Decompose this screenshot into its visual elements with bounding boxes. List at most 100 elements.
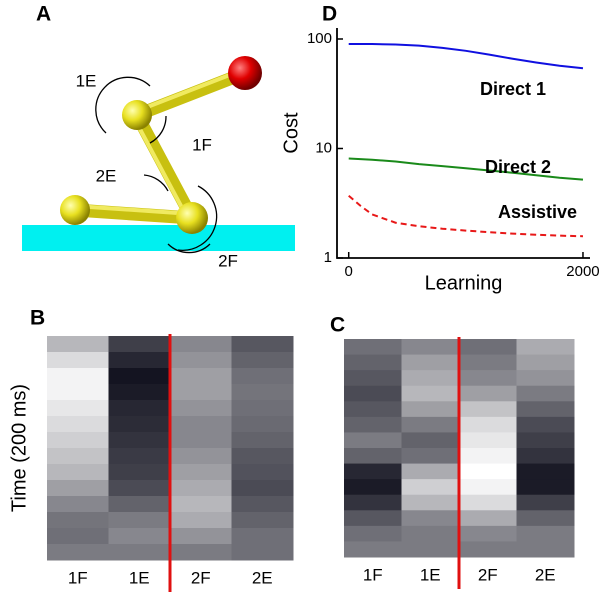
joint-label: 1E — [76, 71, 97, 90]
heatmap-cell — [402, 417, 460, 433]
x-tick-label: 1F — [363, 565, 383, 584]
panel-label: D — [322, 3, 337, 26]
heatmap-cell — [170, 544, 232, 561]
heatmap-cell — [170, 400, 232, 417]
heatmap-cell — [402, 370, 460, 386]
heatmap-cell — [109, 544, 171, 561]
heatmap-cell — [170, 480, 232, 497]
heatmap-cell — [517, 417, 575, 433]
axes — [337, 28, 590, 258]
heatmap-cell — [517, 495, 575, 511]
heatmap-cell — [344, 495, 402, 511]
heatmap-cell — [459, 526, 517, 542]
heatmap-cell — [517, 401, 575, 417]
heatmap-cell — [459, 401, 517, 417]
joint-label: 2F — [218, 251, 238, 270]
heatmap-cell — [459, 370, 517, 386]
heatmap-cell — [109, 368, 171, 385]
heatmap-cell — [459, 510, 517, 526]
heatmap-cell — [402, 339, 460, 355]
heatmap-cell — [47, 400, 109, 417]
heatmap-cell — [47, 480, 109, 497]
x-tick-label: 2E — [252, 568, 273, 587]
heatmap-cell — [232, 432, 294, 449]
heatmap-cell — [459, 541, 517, 557]
heatmap-cell — [109, 496, 171, 513]
heatmap-cell — [47, 528, 109, 545]
heatmap-cell — [170, 336, 232, 353]
y-tick-label: 100 — [307, 30, 332, 47]
heatmap-cell — [517, 432, 575, 448]
heatmap-cell — [344, 448, 402, 464]
arm-links — [75, 73, 245, 218]
heatmap-cell — [344, 510, 402, 526]
x-tick-label: 0 — [345, 263, 353, 280]
panel-label: B — [30, 307, 45, 330]
heatmap-cell — [109, 512, 171, 529]
y-tick-label: 1 — [324, 249, 332, 266]
heatmap-cell — [344, 464, 402, 480]
heatmap-cell — [517, 339, 575, 355]
heatmap-cell — [344, 541, 402, 557]
heatmap-cell — [459, 355, 517, 371]
heatmap-cell — [109, 336, 171, 353]
heatmap-cell — [459, 495, 517, 511]
y-axis-label: Cost — [280, 112, 302, 154]
heatmap-cell — [517, 370, 575, 386]
heatmap-cell — [344, 355, 402, 371]
heatmap-cell — [47, 544, 109, 561]
heatmap-cell — [232, 416, 294, 433]
heatmap-cell — [459, 448, 517, 464]
heatmap-cell — [402, 541, 460, 557]
heatmap-cell — [402, 401, 460, 417]
heatmap-cell — [170, 432, 232, 449]
joint — [122, 100, 152, 130]
heatmap-cell — [232, 528, 294, 545]
heatmap-cell — [47, 336, 109, 353]
heatmap-cell — [517, 464, 575, 480]
heatmap-cell — [232, 544, 294, 561]
heatmap-cell — [344, 526, 402, 542]
heatmap-cell — [402, 526, 460, 542]
heatmap-cell — [170, 528, 232, 545]
heatmap-cell — [344, 401, 402, 417]
heatmap-cell — [109, 448, 171, 465]
x-tick-label: 1F — [68, 568, 88, 587]
y-axis-label: Time (200 ms) — [8, 384, 30, 512]
x-tick-label: 1E — [129, 568, 150, 587]
heatmap-cell — [517, 386, 575, 402]
heatmap-cell — [47, 432, 109, 449]
x-axis-label: Learning — [425, 272, 503, 294]
ground — [22, 225, 295, 251]
panel-label: A — [36, 3, 51, 26]
heatmap-cell — [47, 464, 109, 481]
series-label: Assistive — [498, 202, 577, 222]
joint — [176, 202, 208, 234]
heatmap-cell — [109, 416, 171, 433]
heatmap-cell — [47, 496, 109, 513]
heatmap-cell — [344, 432, 402, 448]
heatmap-cell — [47, 368, 109, 385]
x-tick-label: 2E — [535, 565, 556, 584]
heatmap-cell — [109, 464, 171, 481]
heatmap-cell — [402, 355, 460, 371]
heatmap-cell — [170, 368, 232, 385]
heatmap-cell — [47, 448, 109, 465]
heatmap-cell — [232, 336, 294, 353]
heatmap-cell — [344, 386, 402, 402]
heatmap-cell — [109, 528, 171, 545]
heatmap-cell — [402, 495, 460, 511]
heatmap-cell — [517, 510, 575, 526]
x-tick-label: 2000 — [566, 263, 599, 280]
joint-label: 1F — [192, 135, 212, 154]
heatmap-cell — [170, 384, 232, 401]
heatmap-cell — [232, 496, 294, 513]
heatmap-cell — [232, 368, 294, 385]
heatmap-cell — [517, 448, 575, 464]
x-tick-label: 2F — [478, 565, 498, 584]
heatmap-cell — [170, 352, 232, 369]
heatmap-cell — [232, 352, 294, 369]
heatmap-cell — [109, 352, 171, 369]
heatmap-cell — [459, 432, 517, 448]
heatmap-cell — [170, 512, 232, 529]
